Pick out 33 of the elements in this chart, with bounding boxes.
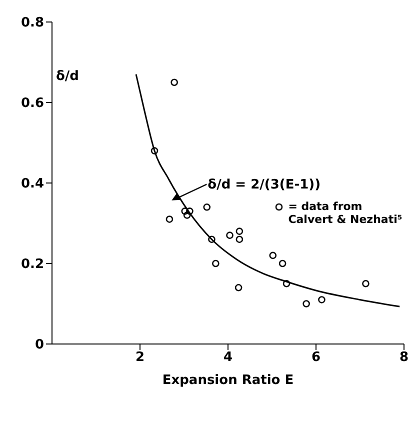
x-axis-title: Expansion Ratio E xyxy=(162,373,294,388)
x-tick-label: 6 xyxy=(311,350,321,366)
line-series xyxy=(135,74,400,308)
y-tick-label: 0.2 xyxy=(20,257,44,272)
point xyxy=(282,280,290,288)
point xyxy=(170,78,178,86)
x-tick-label: 4 xyxy=(223,350,233,366)
point xyxy=(236,228,244,235)
point xyxy=(183,212,191,219)
point xyxy=(278,260,286,268)
point xyxy=(226,232,234,239)
point xyxy=(186,208,194,215)
y-axis-title: δ/d xyxy=(56,69,79,84)
x-tick-label: 2 xyxy=(135,350,145,366)
y-tick-label: 0.6 xyxy=(20,96,44,112)
point xyxy=(236,236,244,243)
point xyxy=(302,300,310,308)
legend-label: = data from Calvert & Nezhati⁵ xyxy=(288,200,404,226)
point xyxy=(181,208,189,215)
point xyxy=(234,284,242,292)
point xyxy=(150,147,158,154)
y-tick-label: 0.4 xyxy=(20,176,44,192)
point xyxy=(166,216,174,223)
point xyxy=(203,204,211,211)
point xyxy=(362,280,370,288)
x-tick-label: 8 xyxy=(399,350,409,366)
point xyxy=(318,296,326,304)
y-tick-label: 0 xyxy=(34,338,44,353)
point xyxy=(208,236,216,243)
point xyxy=(212,260,220,268)
point xyxy=(269,252,277,260)
y-tick-label: 0.8 xyxy=(20,16,44,31)
annotation: δ/d = 2/(3(E-1)) xyxy=(208,177,321,192)
